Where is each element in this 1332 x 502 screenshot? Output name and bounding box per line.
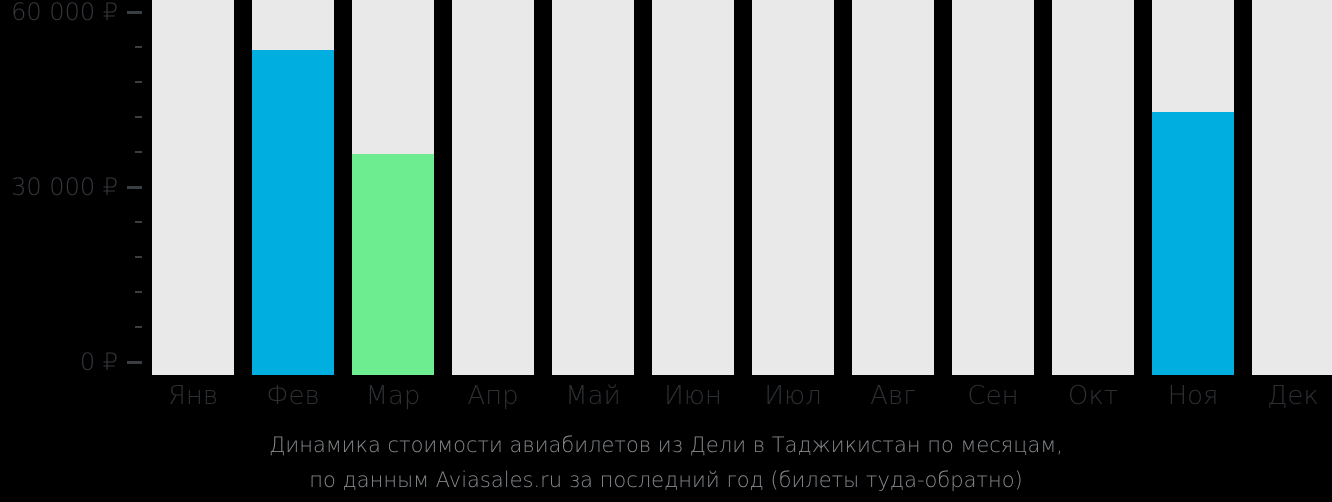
y-major-tick-30000: [127, 186, 142, 189]
x-tick-label-may: Май: [565, 381, 621, 411]
x-tick-label-jan: Янв: [167, 381, 219, 411]
y-major-tick-0: [127, 361, 142, 364]
column-may: [552, 0, 634, 375]
y-minor-tick-12000: [135, 291, 142, 293]
column-jun: [652, 0, 734, 375]
y-minor-tick-48000: [135, 81, 142, 83]
x-tick-label-jun: Июн: [664, 381, 722, 411]
y-minor-tick-6000: [135, 326, 142, 328]
x-tick-label-apr: Апр: [467, 381, 519, 411]
x-tick-label-sep: Сен: [967, 381, 1019, 411]
y-minor-tick-54000: [135, 46, 142, 48]
x-tick-label-feb: Фев: [266, 381, 320, 411]
column-jan: [152, 0, 234, 375]
x-tick-label-dec: Дек: [1267, 381, 1319, 411]
y-tick-label-0: 0 ₽: [79, 348, 118, 376]
x-tick-label-jul: Июл: [764, 381, 822, 411]
y-minor-tick-36000: [135, 151, 142, 153]
bar-mar: [352, 154, 434, 375]
x-tick-label-aug: Авг: [870, 381, 916, 411]
y-minor-tick-42000: [135, 116, 142, 118]
y-tick-label-30000: 30 000 ₽: [11, 173, 118, 201]
y-tick-label-60000: 60 000 ₽: [11, 0, 118, 26]
column-sep: [952, 0, 1034, 375]
column-dec: [1252, 0, 1332, 375]
x-tick-label-nov: Ноя: [1167, 381, 1219, 411]
y-minor-tick-18000: [135, 256, 142, 258]
y-major-tick-60000: [127, 11, 142, 14]
column-apr: [452, 0, 534, 375]
column-oct: [1052, 0, 1134, 375]
bar-nov: [1152, 112, 1234, 375]
y-minor-tick-24000: [135, 221, 142, 223]
column-aug: [852, 0, 934, 375]
caption-line-2: по данным Aviasales.ru за последний год …: [309, 468, 1023, 492]
x-tick-label-mar: Мар: [365, 381, 421, 411]
x-tick-label-oct: Окт: [1067, 381, 1119, 411]
chart-caption: Динамика стоимости авиабилетов из Дели в…: [0, 428, 1332, 498]
caption-line-1: Динамика стоимости авиабилетов из Дели в…: [269, 433, 1063, 457]
bar-feb: [252, 50, 334, 375]
column-jul: [752, 0, 834, 375]
